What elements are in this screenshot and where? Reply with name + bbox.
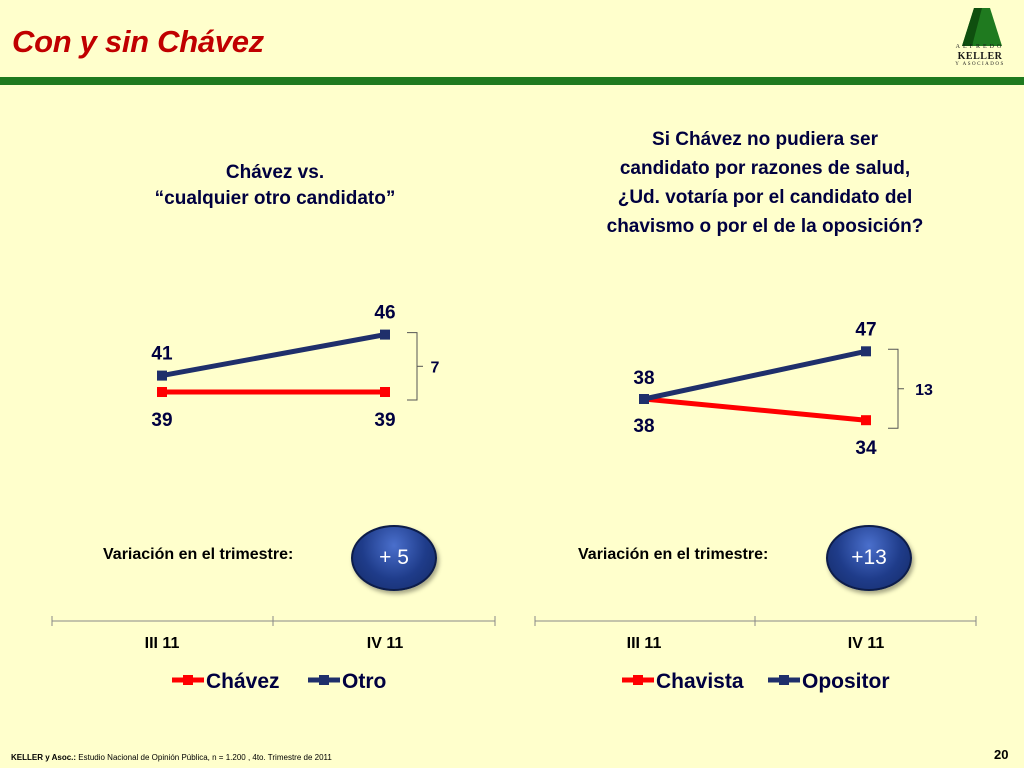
chart1-category-label-0: III 11	[145, 635, 180, 652]
chart1-legend-label-0: Chávez	[206, 670, 280, 693]
chart1-label-otro-0: 41	[151, 344, 173, 365]
chart2-label-opositor-0: 38	[633, 368, 654, 389]
chart2-series-line-red	[641, 396, 869, 423]
logo-line2: KELLER	[957, 51, 1003, 62]
chart2-legend-label-0: Chavista	[656, 670, 744, 693]
chart2-variation-badge: +13	[826, 525, 912, 591]
chart2-title: Si Chávez no pudiera ser candidato por r…	[560, 125, 970, 241]
chart2-legend-label-1: Opositor	[802, 670, 890, 693]
chart1-title-line2: “cualquier otro candidato”	[154, 188, 396, 209]
logo-line1: ALFREDO	[955, 44, 1005, 50]
footer-source-bold: KELLER y Asoc.:	[11, 753, 77, 762]
chart2-title-line3: ¿Ud. votaría por el candidato del	[617, 187, 913, 208]
chart2-legend-marker-1	[779, 675, 789, 685]
chart2-series-line-navy	[641, 348, 869, 402]
chart2-gap-label: 13	[915, 382, 933, 399]
keller-logo-icon	[962, 8, 1002, 46]
chart2-title-line4: chavismo o por el de la oposición?	[606, 216, 924, 237]
chart2-variation-label: Variación en el trimestre:	[578, 546, 769, 563]
chart2-title-line2: candidato por razones de salud,	[619, 158, 911, 179]
chart1-label-otro-1: 46	[374, 303, 395, 324]
chart2-legend-marker-0	[633, 675, 643, 685]
chart2-point-1-0	[639, 394, 649, 404]
chart1-point-1-1	[380, 329, 390, 340]
chart1-point-0-1	[380, 387, 390, 397]
header-divider	[0, 77, 1024, 85]
chart1-point-1-0	[157, 370, 167, 381]
page-title: Con y sin Chávez	[12, 24, 264, 59]
chart2-title-line1: Si Chávez no pudiera ser	[652, 129, 878, 150]
chart2-category-label-1: IV 11	[848, 635, 885, 652]
chart1-series-line-navy	[159, 332, 388, 379]
chart2-label-chavista-1: 34	[855, 438, 877, 459]
chart1-category-label-1: IV 11	[367, 635, 404, 652]
chart2-point-0-1	[861, 415, 871, 426]
logo-line3: Y ASOCIADOS	[955, 62, 1005, 67]
chart1-gap-label: 7	[431, 359, 440, 376]
chart1-legend-label-1: Otro	[342, 670, 386, 693]
footer-source: KELLER y Asoc.: Estudio Nacional de Opin…	[11, 753, 332, 762]
chart1-legend-marker-0	[183, 675, 193, 685]
chart2-label-chavista-0: 38	[633, 416, 654, 437]
chart1-title: Chávez vs. “cualquier otro candidato”	[125, 160, 425, 212]
footer-source-text: Estudio Nacional de Opinión Pública, n =…	[76, 753, 332, 762]
chart1-point-0-0	[157, 387, 167, 397]
chart1-title-line1: Chávez vs.	[225, 162, 325, 183]
chart1-label-chavez-0: 39	[151, 410, 172, 431]
chart1-variation-badge: + 5	[351, 525, 437, 591]
chart2-label-opositor-1: 47	[855, 319, 876, 340]
chart1-label-chavez-1: 39	[374, 410, 395, 431]
page-number: 20	[994, 747, 1009, 762]
chart1-gap-bracket	[407, 332, 418, 401]
chart2-category-label-0: III 11	[627, 635, 662, 652]
chart2-gap-bracket	[888, 348, 899, 429]
chart2-point-1-1	[861, 346, 871, 357]
chart1-variation-label: Variación en el trimestre:	[103, 546, 294, 563]
chart1-legend-marker-1	[319, 675, 329, 685]
logo-text: ALFREDO KELLER Y ASOCIADOS	[944, 44, 1016, 67]
